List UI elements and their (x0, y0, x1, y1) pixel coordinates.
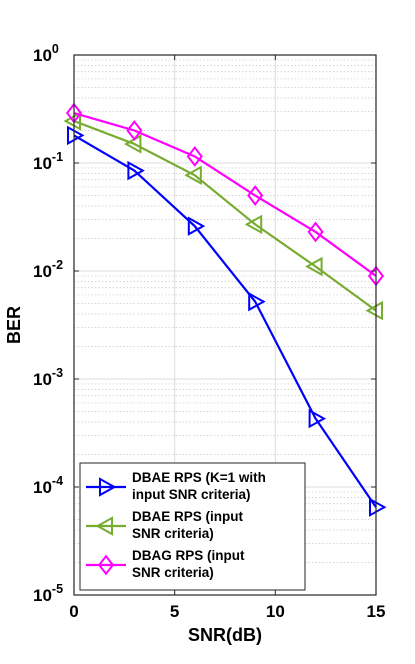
series-2-point (123, 134, 142, 154)
series-2-point (244, 214, 263, 235)
series-1-line (73, 134, 377, 508)
series-3-point (126, 120, 143, 141)
series-1-point (67, 125, 85, 146)
series-1-point (127, 160, 145, 181)
x-tick-label: 5 (170, 602, 179, 621)
y-tick-exponent: -5 (52, 582, 63, 596)
series-1 (67, 125, 387, 517)
series-2-point (63, 111, 81, 131)
legend-marker (99, 477, 117, 497)
legend-label: input SNR criteria) (132, 487, 251, 502)
series-1-point (248, 291, 266, 312)
legend-label: DBAE RPS (input (132, 509, 243, 524)
legend-entry-3: DBAG RPS (input SNR criteria) (86, 548, 245, 580)
y-tick-exponent: -1 (52, 150, 63, 164)
series-1-point (308, 408, 327, 429)
legend-marker (95, 516, 113, 536)
x-tick-label: 10 (266, 602, 285, 621)
series-2-line (73, 119, 377, 312)
legend-entry-2: DBAE RPS (input SNR criteria) (86, 509, 243, 541)
x-tick-label: 0 (69, 602, 78, 621)
series-1-point (187, 216, 206, 236)
series-2-point (305, 256, 323, 277)
plot-frame (73, 54, 377, 596)
legend-marker (97, 554, 115, 576)
series-2-point (365, 300, 383, 321)
series-3-point (307, 221, 324, 243)
x-tick-label: 15 (367, 602, 386, 621)
series-3-point (186, 146, 203, 167)
y-tick-exponent: -2 (52, 258, 63, 272)
series-3-point (247, 185, 264, 206)
series-layer (63, 102, 387, 517)
series-3-line (73, 112, 377, 277)
legend-label: DBAE RPS (K=1 with (132, 470, 266, 485)
series-2-point (184, 165, 202, 185)
series-2 (63, 111, 383, 321)
legend-label: DBAG RPS (input (132, 548, 245, 563)
legend-label: SNR criteria) (132, 565, 214, 580)
y-tick-exponent: -4 (52, 474, 63, 488)
y-axis-label: BER (4, 306, 24, 344)
y-tick-exponent: 0 (52, 42, 59, 56)
legend-entry-1: DBAE RPS (K=1 with input SNR criteria) (86, 470, 266, 502)
x-axis-label: SNR(dB) (188, 625, 262, 645)
series-1-point (369, 497, 387, 517)
legend-label: SNR criteria) (132, 526, 214, 541)
y-tick-exponent: -3 (52, 366, 63, 380)
